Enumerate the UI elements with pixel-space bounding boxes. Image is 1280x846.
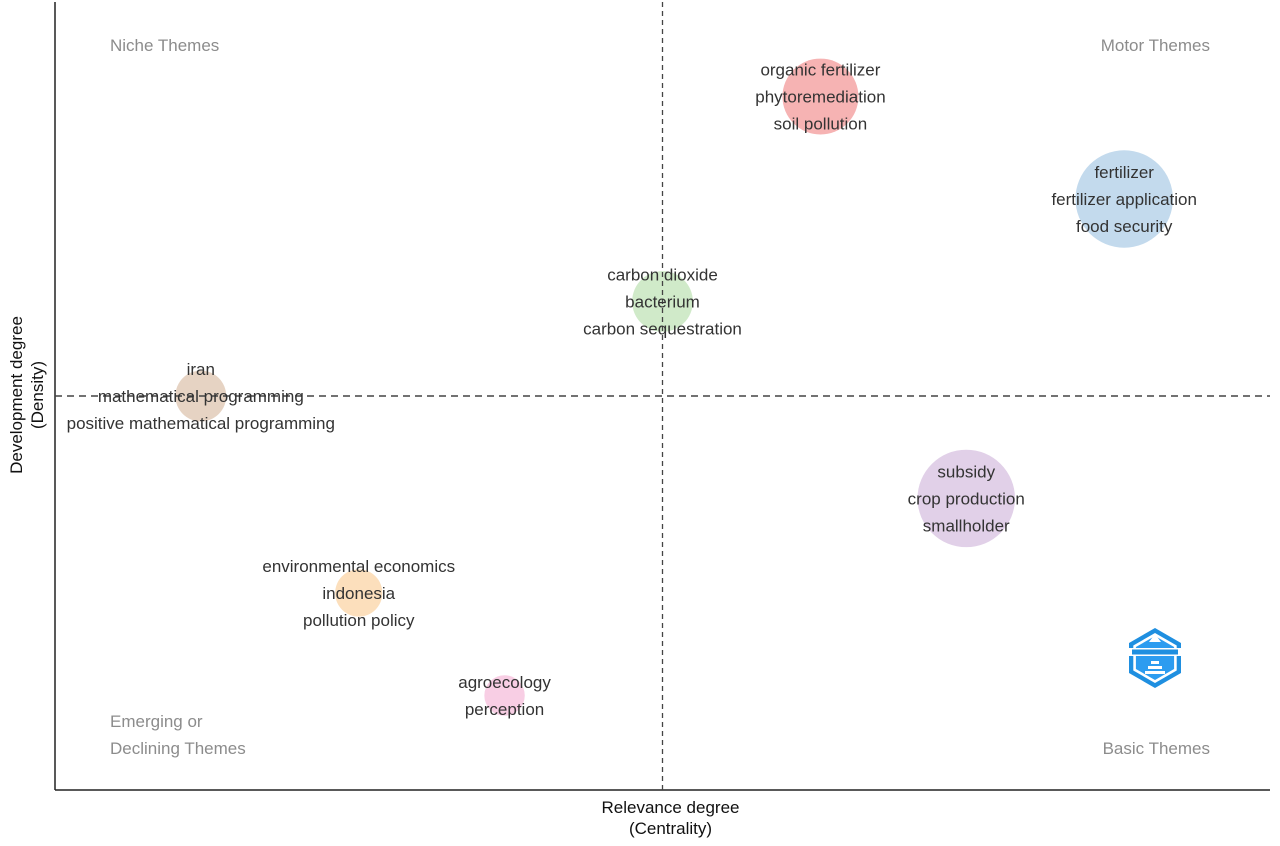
cluster-label: organic fertilizer — [760, 61, 880, 80]
cluster-label: crop production — [908, 489, 1025, 508]
cluster-label: environmental economics — [262, 557, 455, 576]
x-axis-title: Relevance degree — [602, 798, 740, 817]
cluster-bubble — [1075, 150, 1173, 248]
cluster-label: agroecology — [458, 673, 551, 692]
quadrant-label-layer: Niche Themes Motor Themes Emerging or Decli… — [110, 36, 1210, 758]
cluster-label: positive mathematical programming — [67, 414, 335, 433]
quadrant-label-emerging-declining: Declining Themes — [110, 739, 246, 758]
cluster-label: smallholder — [923, 516, 1010, 535]
logo-arrow — [1149, 634, 1161, 642]
quadrant-label-basic: Basic Themes — [1103, 739, 1210, 758]
cluster-bubble — [484, 675, 525, 716]
cluster-label: pollution policy — [303, 611, 415, 630]
cluster-label: soil pollution — [774, 115, 868, 134]
cluster-bubble — [917, 449, 1015, 548]
cluster-label: carbon dioxide — [607, 265, 718, 284]
logo-stripe — [1151, 661, 1159, 664]
logo-hexagon-inner — [1135, 636, 1175, 680]
cluster-label: mathematical programming — [98, 387, 304, 406]
quadrant-label-emerging-declining: Emerging or — [110, 712, 203, 731]
cluster-label: carbon sequestration — [583, 319, 742, 338]
quadrant-label-motor: Motor Themes — [1101, 36, 1210, 55]
cluster-label: fertilizer application — [1051, 190, 1197, 209]
y-axis-title: Development degree — [7, 316, 26, 474]
cluster-label: indonesia — [322, 584, 395, 603]
cluster-label: phytoremediation — [755, 88, 885, 107]
axes-layer — [54, 2, 1270, 791]
cluster-label: subsidy — [937, 462, 995, 481]
cluster-label: perception — [465, 700, 544, 719]
axis-title-layer: Relevance degree (Centrality) Development … — [7, 316, 739, 838]
y-axis-title: (Density) — [28, 361, 47, 429]
logo-stripe — [1145, 671, 1165, 674]
cluster-label-layer: organic fertilizer phytoremediation soil p… — [67, 61, 1197, 719]
cluster-bubble — [335, 569, 383, 617]
cluster-label: food security — [1076, 217, 1173, 236]
cluster-label: iran — [187, 360, 215, 379]
cluster-label: fertilizer — [1094, 163, 1154, 182]
cluster-bubble — [782, 58, 859, 135]
x-axis-title: (Centrality) — [629, 819, 712, 838]
logo-banner-mark — [1132, 649, 1178, 655]
bibliometrix-logo-icon — [1129, 628, 1181, 688]
logo-stripe — [1148, 666, 1162, 669]
quadrant-label-niche: Niche Themes — [110, 36, 219, 55]
cluster-label: bacterium — [625, 292, 700, 311]
